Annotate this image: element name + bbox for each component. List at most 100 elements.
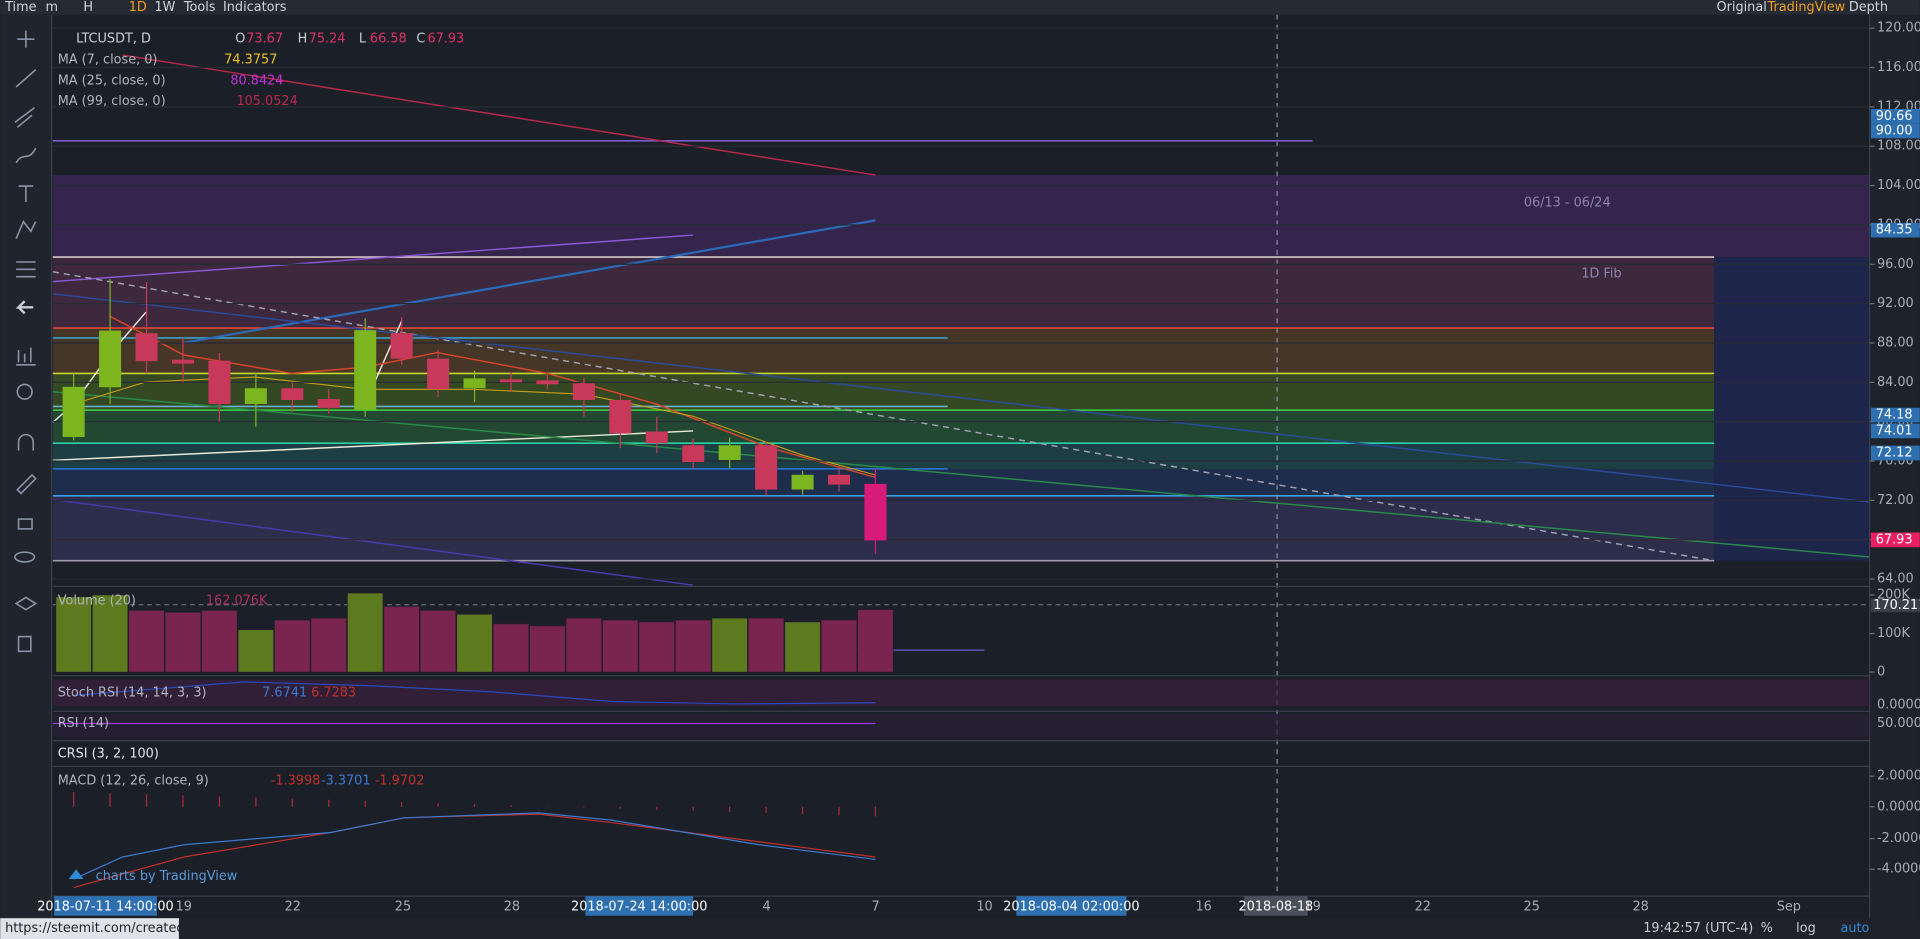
value-tag bbox=[1870, 598, 1920, 613]
url-tooltip bbox=[0, 918, 179, 939]
price-tag bbox=[1870, 445, 1920, 461]
watermark: charts by TradingView bbox=[96, 869, 238, 884]
indicator-name: Stoch RSI (14, 14, 3, 3) bbox=[58, 685, 207, 700]
macd-tick-label: -4.0000 bbox=[1877, 862, 1920, 877]
stoch-band bbox=[52, 679, 1870, 707]
x-tick-label: 22 bbox=[1415, 900, 1431, 915]
indicator-value: 80.8424 bbox=[230, 73, 283, 88]
zoom-tool[interactable] bbox=[16, 383, 33, 400]
x-tick-label: 25 bbox=[395, 900, 411, 915]
pattern-tool[interactable] bbox=[15, 220, 37, 240]
toolbar-button[interactable]: Time bbox=[4, 0, 37, 15]
price-tag-label: 74.18 bbox=[1876, 408, 1913, 423]
measure-tool[interactable] bbox=[16, 347, 36, 366]
volume-bar bbox=[711, 617, 748, 673]
brush-tool[interactable] bbox=[15, 147, 37, 164]
x-tick-label: 2018-07-24 14:00:00 bbox=[571, 900, 707, 915]
price-tag bbox=[1870, 123, 1920, 139]
ohlc-value: 66.58 bbox=[370, 32, 407, 47]
x-tick-label: 4 bbox=[762, 900, 770, 915]
time-highlight bbox=[54, 896, 157, 916]
x-tick-label: 19 bbox=[176, 900, 192, 915]
x-tick-label: 7 bbox=[871, 900, 879, 915]
volume-bar bbox=[274, 619, 311, 673]
volume-bar bbox=[92, 594, 129, 673]
top-toolbar bbox=[0, 0, 1920, 15]
candle-body bbox=[390, 333, 413, 359]
indicator-name: CRSI (3, 2, 100) bbox=[58, 747, 159, 762]
macd-tick-label: -2.0000 bbox=[1877, 831, 1920, 846]
trend-line bbox=[52, 430, 694, 462]
toolbar-button[interactable]: Indicators bbox=[223, 0, 287, 15]
x-tick-label: 2018-07-11 14:00:00 bbox=[37, 900, 173, 915]
scale-button[interactable]: auto bbox=[1840, 921, 1869, 936]
layers-tool[interactable] bbox=[14, 596, 38, 611]
y-tick-label: 104.00 bbox=[1877, 178, 1920, 193]
channel-line bbox=[52, 391, 1870, 558]
delete-tool[interactable] bbox=[17, 635, 32, 653]
fib-label: 1D Fib bbox=[1581, 267, 1621, 282]
magnet-tool[interactable] bbox=[17, 433, 35, 451]
trend-line bbox=[52, 234, 694, 283]
price-tag bbox=[1870, 423, 1920, 439]
y-tick-label: 116.00 bbox=[1877, 60, 1920, 75]
volume-bar bbox=[529, 625, 566, 673]
volume-bar bbox=[565, 617, 602, 673]
candle-body bbox=[62, 386, 85, 438]
y-tick-label: 120.00 bbox=[1877, 21, 1920, 36]
back-tool[interactable] bbox=[15, 300, 34, 315]
candle-body bbox=[463, 378, 486, 389]
x-tick-label: 25 bbox=[1524, 900, 1540, 915]
toolbar-button[interactable]: Tools bbox=[183, 0, 216, 15]
time-highlight bbox=[585, 896, 694, 916]
toolbar-button[interactable]: m bbox=[45, 0, 58, 15]
volume-bar bbox=[310, 617, 347, 673]
channel-line bbox=[52, 498, 694, 586]
volume-bar bbox=[748, 617, 785, 673]
x-tick-label: 2018-08-04 02:00:00 bbox=[1003, 900, 1139, 915]
toolbar-button[interactable]: TradingView bbox=[1767, 0, 1846, 15]
pane-separators bbox=[50, 14, 1871, 919]
toolbar-button[interactable]: Depth bbox=[1849, 0, 1888, 15]
ohlc-label: L bbox=[359, 32, 367, 47]
candle-body bbox=[755, 445, 778, 490]
indicator-value: 105.0524 bbox=[236, 94, 297, 109]
toolbar-button[interactable]: 1W bbox=[154, 0, 175, 15]
indicator-name: RSI (14) bbox=[58, 716, 109, 731]
scale-button[interactable]: % bbox=[1761, 921, 1773, 936]
scale-button[interactable]: log bbox=[1796, 921, 1816, 936]
stoch-line bbox=[73, 681, 876, 705]
cross-tool[interactable] bbox=[17, 30, 35, 48]
x-tick-label: 16 bbox=[1195, 900, 1211, 915]
price-tag-label: 90.00 bbox=[1876, 123, 1913, 138]
rsi-band bbox=[52, 713, 1870, 737]
volume-bar bbox=[675, 619, 712, 673]
range-box bbox=[52, 175, 1870, 258]
prediction-tool[interactable] bbox=[16, 261, 36, 278]
indicator-name: MACD (12, 26, close, 9) bbox=[58, 774, 209, 789]
lock-draw-tool[interactable] bbox=[16, 473, 37, 495]
price-tag bbox=[1870, 222, 1920, 238]
ma-line bbox=[122, 54, 876, 176]
text-tool[interactable] bbox=[18, 185, 34, 203]
indicator-value: 74.3757 bbox=[224, 52, 277, 67]
candle-body bbox=[427, 358, 450, 390]
candle-body bbox=[864, 483, 887, 541]
visibility-tool[interactable] bbox=[14, 551, 36, 563]
volume-bar bbox=[201, 610, 238, 673]
candle-body bbox=[317, 399, 340, 408]
volume-bar bbox=[128, 610, 165, 673]
lock-tool[interactable] bbox=[17, 518, 33, 530]
volume-tick-label: 0 bbox=[1877, 665, 1885, 680]
toolbar-button[interactable]: H bbox=[83, 0, 93, 15]
indicator-value: -1.9702 bbox=[375, 774, 425, 789]
candle-body bbox=[99, 330, 122, 388]
price-tag bbox=[1870, 532, 1920, 548]
toolbar-button[interactable]: 1D bbox=[129, 0, 147, 15]
time-highlight bbox=[1244, 896, 1308, 916]
pitchfork-tool[interactable] bbox=[14, 107, 35, 128]
toolbar-button[interactable]: Original bbox=[1717, 0, 1767, 15]
crosshair-label: 2018-08-18 bbox=[1239, 900, 1314, 915]
line-tool[interactable] bbox=[15, 69, 37, 88]
